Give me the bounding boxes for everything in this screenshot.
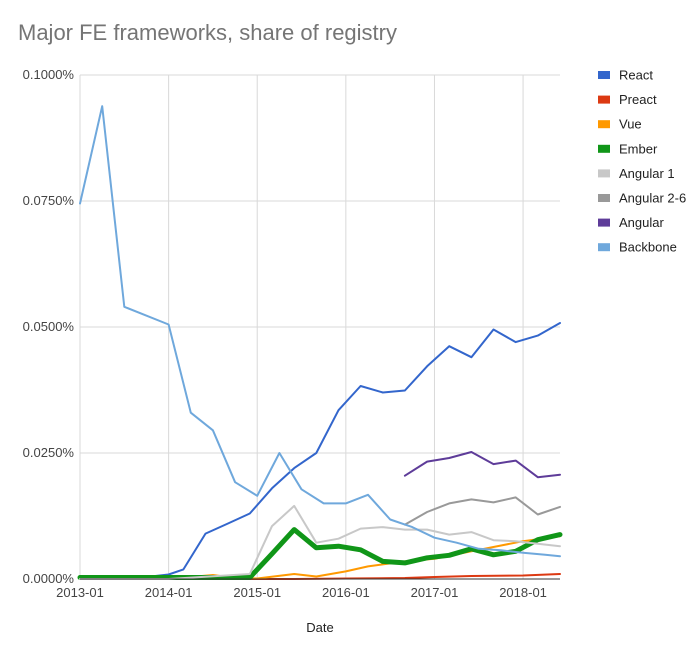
legend-label: Angular: [619, 215, 664, 230]
legend-swatch: [598, 194, 610, 202]
legend-item-angular-2-6[interactable]: Angular 2-6: [598, 191, 686, 206]
y-tick-label: 0.0750%: [23, 193, 75, 208]
legend[interactable]: React Preact Vue Ember Angular 1 Angular 2-6 A…: [598, 68, 686, 255]
legend-swatch: [598, 169, 610, 178]
legend-label: Backbone: [619, 240, 677, 255]
y-tick-label: 0.1000%: [23, 67, 75, 82]
legend-swatch: [598, 95, 610, 104]
legend-item-react[interactable]: React: [598, 68, 653, 83]
y-tick-label: 0.0250%: [23, 445, 75, 460]
chart-title: Major FE frameworks, share of registry: [18, 20, 397, 45]
legend-label: React: [619, 68, 653, 83]
series-line-angular: [403, 451, 561, 479]
legend-item-preact[interactable]: Preact: [598, 92, 657, 107]
legend-item-ember[interactable]: Ember: [598, 141, 658, 156]
series-line-angular-2-6: [403, 496, 561, 526]
series-line-backbone: [79, 105, 561, 558]
legend-swatch: [598, 144, 610, 153]
legend-label: Angular 1: [619, 166, 675, 181]
series-lines: [77, 105, 563, 580]
legend-item-angular[interactable]: Angular: [598, 215, 664, 230]
legend-label: Angular 2-6: [619, 191, 686, 206]
y-tick-label: 0.0000%: [23, 571, 75, 586]
axes: 0.0000% 0.0250% 0.0500% 0.0750% 0.1000% 2013-…: [23, 67, 560, 600]
legend-swatch: [598, 71, 610, 79]
legend-swatch: [598, 243, 610, 252]
x-tick-label: 2018-01: [499, 585, 547, 600]
gridlines: [79, 74, 560, 579]
series-line-angular-1: [79, 504, 561, 580]
legend-item-angular-1[interactable]: Angular 1: [598, 166, 675, 181]
legend-item-vue[interactable]: Vue: [598, 117, 642, 132]
legend-swatch: [598, 120, 610, 129]
legend-label: Preact: [619, 92, 657, 107]
legend-item-backbone[interactable]: Backbone: [598, 240, 677, 255]
legend-swatch: [598, 218, 610, 227]
x-tick-label: 2013-01: [56, 585, 104, 600]
legend-label: Vue: [619, 117, 642, 132]
x-tick-label: 2014-01: [145, 585, 193, 600]
x-axis-title: Date: [306, 620, 333, 635]
x-tick-label: 2016-01: [322, 585, 370, 600]
x-tick-label: 2015-01: [233, 585, 281, 600]
legend-label: Ember: [619, 141, 658, 156]
y-tick-label: 0.0500%: [23, 319, 75, 334]
x-tick-label: 2017-01: [411, 585, 459, 600]
series-line-ember: [77, 527, 563, 580]
